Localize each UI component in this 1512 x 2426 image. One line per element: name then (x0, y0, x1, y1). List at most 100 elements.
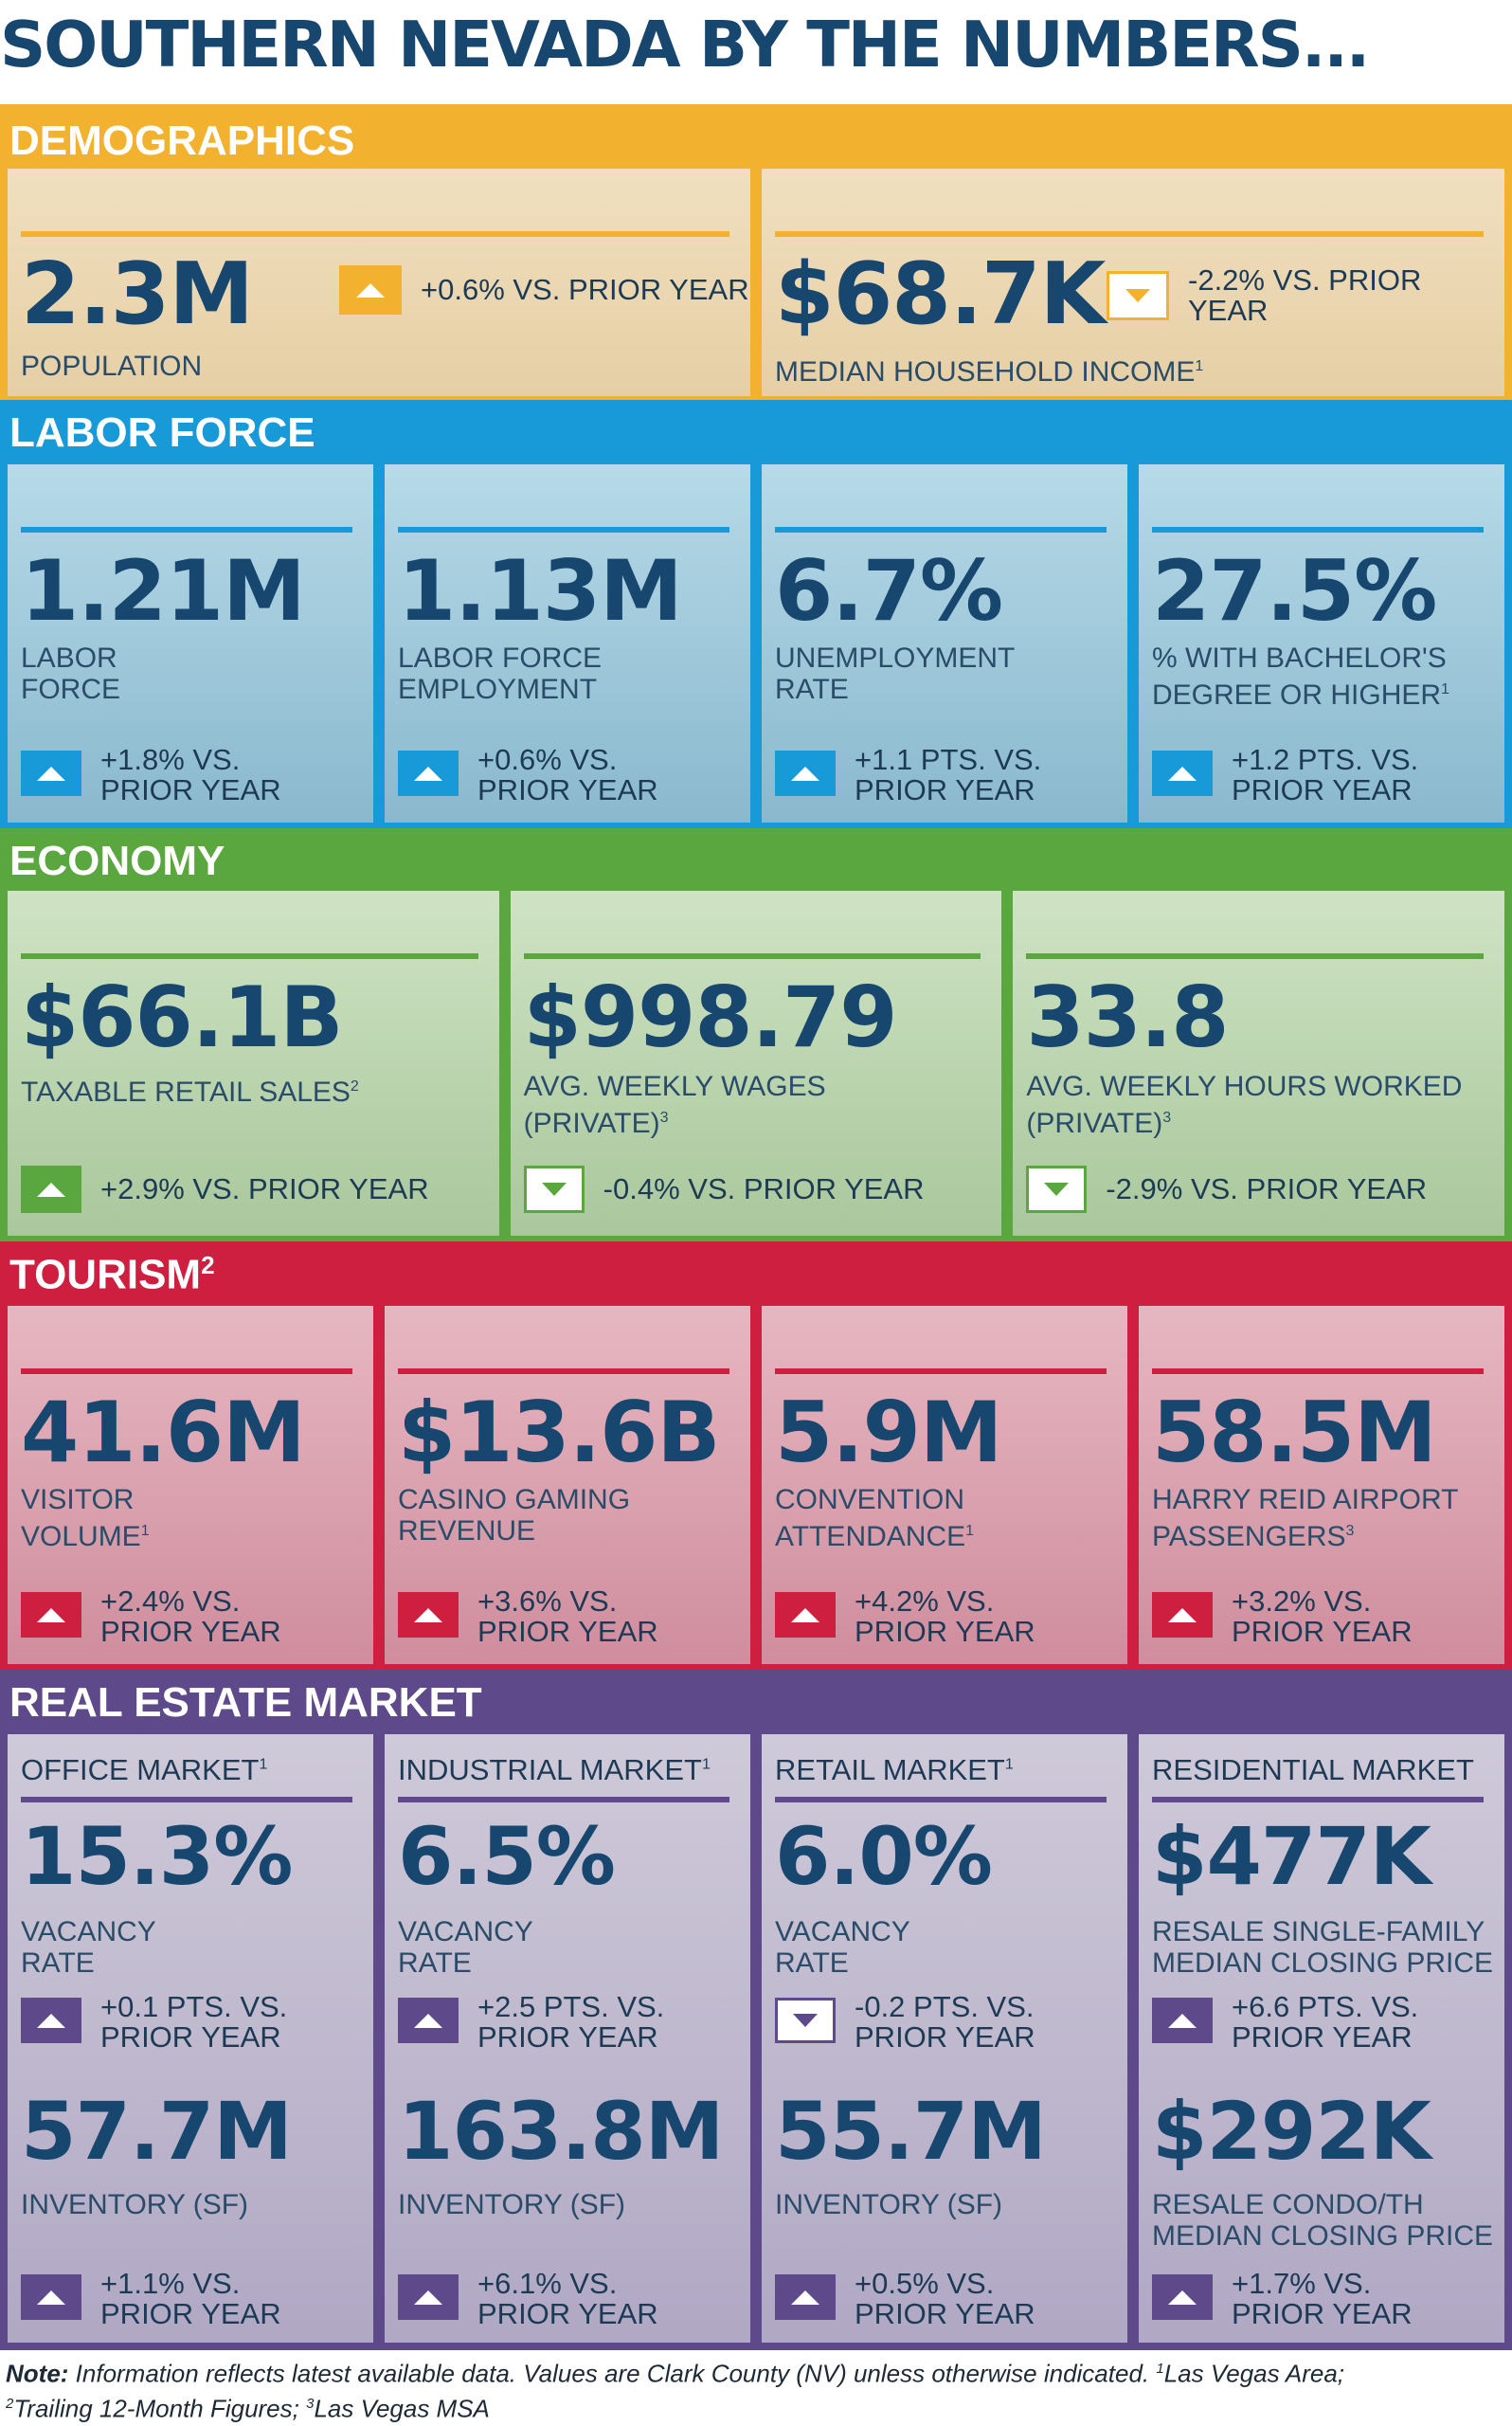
taxable-retail-sales-label: TAXABLE RETAIL SALES2 (21, 1077, 359, 1108)
card-rule (775, 1368, 1107, 1374)
airport-passengers-change-text: +3.2% VS. PRIOR YEAR (1232, 1584, 1413, 1648)
bachelors-degree-change-text: +1.2 PTS. VS. PRIOR YEAR (1232, 743, 1419, 806)
convention-attendance-card: 5.9M CONVENTION ATTENDANCE1 +4.2% VS. PR… (762, 1306, 1127, 1664)
median-income-card: $68.7K MEDIAN HOUSEHOLD INCOME1 -2.2% VS… (762, 169, 1504, 396)
population-change: +0.6% VS. PRIOR YEAR (339, 265, 749, 315)
down-arrow-icon (523, 1166, 585, 1213)
page-title: SOUTHERN NEVADA BY THE NUMBERS... (0, 8, 1370, 81)
retail-inventory-change-text: +0.5% VS. PRIOR YEAR (855, 2267, 1035, 2330)
up-arrow-icon (21, 1998, 81, 2043)
industrial-vacancy-value: 6.5% (398, 1810, 616, 1903)
labor-force-card: 1.21M LABOR FORCE +1.8% VS. PRIOR YEAR (8, 464, 373, 823)
single-family-price-change: +6.6 PTS. VS. PRIOR YEAR (1152, 1992, 1418, 2053)
labor-force-change-text: +1.8% VS. PRIOR YEAR (100, 743, 281, 806)
up-arrow-icon (21, 1166, 81, 1213)
unemployment-rate-label: UNEMPLOYMENT RATE (775, 643, 1016, 705)
tourism-section: TOURISM2 41.6M VISITOR VOLUME1 +2.4% VS.… (0, 1241, 1512, 1670)
condo-price-label: RESALE CONDO/TH MEDIAN CLOSING PRICE (1152, 2189, 1494, 2252)
demographics-section: DEMOGRAPHICS 2.3M POPULATION +0.6% VS. P… (0, 104, 1512, 400)
casino-gaming-card: $13.6B CASINO GAMING REVENUE +3.6% VS. P… (385, 1306, 750, 1664)
bachelors-degree-change: +1.2 PTS. VS. PRIOR YEAR (1152, 745, 1418, 806)
retail-inventory-value: 55.7M (775, 2085, 1047, 2178)
real-estate-section: REAL ESTATE MARKET OFFICE MARKET1 15.3% … (0, 1670, 1512, 2350)
bachelors-degree-value: 27.5% (1152, 542, 1437, 640)
condo-price-value: $292K (1152, 2085, 1431, 2178)
labor-force-employment-change: +0.6% VS. PRIOR YEAR (398, 745, 658, 806)
airport-passengers-label: HARRY REID AIRPORT PASSENGERS3 (1152, 1484, 1459, 1552)
card-rule (398, 1797, 729, 1802)
up-arrow-icon (339, 265, 402, 315)
population-change-text: +0.6% VS. PRIOR YEAR (421, 273, 749, 306)
visitor-volume-label: VISITOR VOLUME1 (21, 1484, 150, 1552)
up-arrow-icon (398, 2274, 459, 2320)
up-arrow-icon (1152, 1592, 1213, 1638)
convention-attendance-change-text: +4.2% VS. PRIOR YEAR (855, 1584, 1035, 1648)
labor-force-employment-value: 1.13M (398, 542, 683, 640)
card-rule (21, 231, 729, 237)
office-market-header: OFFICE MARKET1 (21, 1753, 268, 1786)
labor-force-value: 1.21M (21, 542, 306, 640)
airport-passengers-value: 58.5M (1152, 1384, 1437, 1481)
labor-force-label: LABOR FORCE (21, 643, 120, 705)
up-arrow-icon (21, 2274, 81, 2320)
up-arrow-icon (398, 1592, 459, 1638)
airport-passengers-card: 58.5M HARRY REID AIRPORT PASSENGERS3 +3.… (1139, 1306, 1504, 1664)
office-inventory-change-text: +1.1% VS. PRIOR YEAR (100, 2267, 281, 2330)
labor-force-section: LABOR FORCE 1.21M LABOR FORCE +1.8% VS. … (0, 400, 1512, 828)
economy-section: ECONOMY $66.1B TAXABLE RETAIL SALES2 +2.… (0, 828, 1512, 1241)
retail-vacancy-change-text: -0.2 PTS. VS. PRIOR YEAR (855, 1990, 1035, 2054)
residential-market-header: RESIDENTIAL MARKET (1152, 1753, 1474, 1786)
population-value: 2.3M (21, 244, 254, 344)
median-income-change: -2.2% VS. PRIOR YEAR (1107, 265, 1504, 326)
visitor-volume-change-text: +2.4% VS. PRIOR YEAR (100, 1584, 281, 1648)
weekly-wages-value: $998.79 (523, 969, 898, 1066)
bachelors-degree-card: 27.5% % WITH BACHELOR'S DEGREE OR HIGHER… (1139, 464, 1504, 823)
casino-gaming-change: +3.6% VS. PRIOR YEAR (398, 1586, 658, 1647)
down-arrow-icon (1107, 271, 1169, 320)
weekly-hours-change: -2.9% VS. PRIOR YEAR (1026, 1166, 1427, 1213)
airport-passengers-change: +3.2% VS. PRIOR YEAR (1152, 1586, 1413, 1647)
office-inventory-label: INVENTORY (SF) (21, 2189, 249, 2220)
card-rule (775, 527, 1107, 533)
convention-attendance-label: CONVENTION ATTENDANCE1 (775, 1484, 975, 1552)
up-arrow-icon (1152, 1998, 1213, 2043)
section-heading: LABOR FORCE (9, 409, 315, 456)
office-vacancy-change-text: +0.1 PTS. VS. PRIOR YEAR (100, 1990, 288, 2054)
visitor-volume-value: 41.6M (21, 1384, 306, 1481)
industrial-vacancy-label: VACANCY RATE (398, 1916, 533, 1979)
down-arrow-icon (775, 1998, 836, 2043)
casino-gaming-value: $13.6B (398, 1384, 720, 1481)
industrial-vacancy-change: +2.5 PTS. VS. PRIOR YEAR (398, 1992, 664, 2053)
section-heading: REAL ESTATE MARKET (9, 1679, 482, 1726)
residential-market-card: RESIDENTIAL MARKET $477K RESALE SINGLE-F… (1139, 1734, 1504, 2343)
industrial-inventory-change: +6.1% VS. PRIOR YEAR (398, 2269, 658, 2329)
taxable-retail-sales-change-text: +2.9% VS. PRIOR YEAR (100, 1172, 429, 1205)
office-market-card: OFFICE MARKET1 15.3% VACANCY RATE +0.1 P… (8, 1734, 373, 2343)
industrial-market-header: INDUSTRIAL MARKET1 (398, 1753, 711, 1786)
up-arrow-icon (21, 751, 81, 796)
visitor-volume-card: 41.6M VISITOR VOLUME1 +2.4% VS. PRIOR YE… (8, 1306, 373, 1664)
card-rule (21, 1797, 352, 1802)
weekly-wages-change-text: -0.4% VS. PRIOR YEAR (603, 1172, 925, 1205)
bachelors-degree-label: % WITH BACHELOR'S DEGREE OR HIGHER1 (1152, 643, 1449, 711)
industrial-inventory-value: 163.8M (398, 2085, 724, 2178)
industrial-inventory-label: INVENTORY (SF) (398, 2189, 626, 2220)
unemployment-rate-card: 6.7% UNEMPLOYMENT RATE +1.1 PTS. VS. PRI… (762, 464, 1127, 823)
casino-gaming-change-text: +3.6% VS. PRIOR YEAR (477, 1584, 658, 1648)
taxable-retail-sales-change: +2.9% VS. PRIOR YEAR (21, 1166, 429, 1213)
retail-inventory-label: INVENTORY (SF) (775, 2189, 1003, 2220)
weekly-hours-card: 33.8 AVG. WEEKLY HOURS WORKED (PRIVATE)3… (1013, 891, 1505, 1236)
labor-force-employment-card: 1.13M LABOR FORCE EMPLOYMENT +0.6% VS. P… (385, 464, 750, 823)
weekly-hours-label: AVG. WEEKLY HOURS WORKED (PRIVATE)3 (1026, 1071, 1463, 1139)
office-vacancy-change: +0.1 PTS. VS. PRIOR YEAR (21, 1992, 287, 2053)
visitor-volume-change: +2.4% VS. PRIOR YEAR (21, 1586, 281, 1647)
industrial-vacancy-change-text: +2.5 PTS. VS. PRIOR YEAR (477, 1990, 665, 2054)
industrial-inventory-change-text: +6.1% VS. PRIOR YEAR (477, 2267, 658, 2330)
footnote-text: Note: Information reflects latest availa… (6, 2359, 1345, 2423)
up-arrow-icon (1152, 751, 1213, 796)
up-arrow-icon (398, 1998, 459, 2043)
section-heading: DEMOGRAPHICS (9, 118, 355, 164)
retail-market-card: RETAIL MARKET1 6.0% VACANCY RATE -0.2 PT… (762, 1734, 1127, 2343)
card-rule (398, 1368, 729, 1374)
single-family-price-label: RESALE SINGLE-FAMILY MEDIAN CLOSING PRIC… (1152, 1916, 1494, 1979)
